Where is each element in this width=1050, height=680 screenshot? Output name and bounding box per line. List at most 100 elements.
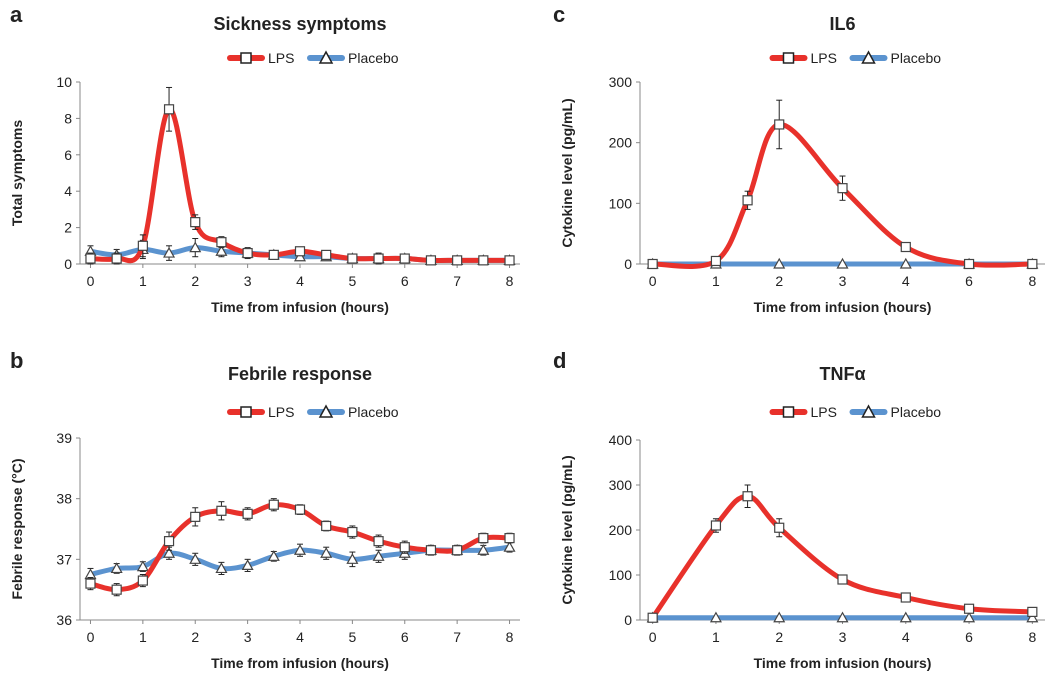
x-tick-label: 0	[87, 629, 95, 645]
legend-item-lps: LPS	[227, 404, 294, 420]
data-point-lps	[710, 255, 722, 267]
data-point-lps	[742, 195, 753, 206]
chart-title: TNFα	[819, 364, 866, 384]
x-tick-label: 8	[1028, 629, 1036, 645]
legend-item-placebo: Placebo	[849, 50, 942, 66]
y-tick-label: 36	[56, 612, 72, 628]
data-point-lps	[137, 240, 148, 251]
chart-svg: 36 37 38 39 0 1 2 3 4 5 6 7 8 Time from infusion (hou…	[9, 404, 520, 671]
y-tick-label: 4	[64, 183, 72, 199]
data-point-placebo	[709, 611, 722, 623]
data-point-lps	[647, 258, 658, 270]
chart-panel-d: d TNFα 0 100 200 300 400 0 1 2 3 4 6 8 Time from infus…	[525, 340, 1050, 680]
legend-item-placebo: Placebo	[849, 404, 942, 420]
data-point-lps	[1027, 258, 1038, 270]
data-point-lps	[452, 255, 463, 266]
legend-marker	[782, 406, 795, 418]
legend-label: LPS	[268, 404, 294, 420]
panel-letter-b: b	[10, 348, 24, 373]
data-point-lps	[963, 258, 975, 270]
data-point-lps	[647, 612, 658, 623]
legend-label: Placebo	[891, 404, 942, 420]
x-tick-label: 2	[191, 629, 199, 645]
data-point-lps	[399, 542, 410, 553]
x-tick-label: 2	[775, 629, 783, 645]
legend-label: LPS	[811, 50, 837, 66]
data-point-placebo	[215, 562, 228, 574]
x-tick-label: 4	[296, 629, 304, 645]
x-tick-label: 5	[348, 273, 356, 289]
data-point-lps	[742, 491, 753, 502]
x-tick-label: 4	[296, 273, 304, 289]
data-point-placebo	[503, 540, 516, 552]
data-point-lps	[268, 249, 279, 260]
y-tick-label: 38	[56, 491, 72, 507]
data-point-placebo	[836, 257, 849, 269]
x-tick-label: 1	[712, 273, 720, 289]
x-tick-label: 2	[191, 273, 199, 289]
data-point-placebo	[899, 257, 912, 269]
x-tick-label: 4	[902, 273, 910, 289]
x-tick-label: 8	[506, 273, 514, 289]
data-point-placebo	[372, 550, 385, 561]
data-point-lps	[111, 584, 122, 595]
y-tick-label: 400	[609, 432, 633, 448]
y-tick-label: 200	[609, 522, 633, 538]
legend-item-placebo: Placebo	[307, 404, 399, 420]
data-point-lps	[163, 536, 175, 547]
data-point-lps	[504, 255, 515, 266]
data-point-lps	[478, 533, 489, 544]
legend-marker	[318, 404, 334, 418]
x-tick-label: 5	[348, 629, 356, 645]
data-point-lps	[242, 247, 253, 259]
data-point-placebo	[773, 611, 786, 623]
x-tick-label: 0	[87, 273, 95, 289]
y-tick-label: 0	[64, 256, 72, 272]
legend-label: Placebo	[348, 404, 399, 420]
x-tick-label: 6	[965, 273, 973, 289]
legend-label: LPS	[268, 50, 294, 66]
data-point-lps	[774, 119, 785, 130]
data-point-lps	[137, 575, 148, 586]
y-tick-label: 200	[609, 135, 633, 151]
y-tick-label: 100	[609, 567, 633, 583]
chart-svg: 0 2 4 6 8 10 0 1 2 3 4 5 6 7 8 Time from infusion (hour…	[9, 50, 520, 315]
data-point-placebo	[1026, 611, 1039, 623]
y-tick-label: 10	[56, 74, 72, 90]
y-tick-label: 8	[64, 110, 72, 126]
y-tick-label: 300	[609, 477, 633, 493]
data-point-lps	[837, 183, 848, 194]
chart-panel-b: b Febrile response 36 37 38 39 0 1 2 3 4 5 6 7 8 Time f…	[0, 340, 525, 680]
legend-label: Placebo	[891, 50, 942, 66]
data-point-placebo	[899, 611, 912, 623]
x-tick-label: 4	[902, 629, 910, 645]
data-point-placebo	[293, 543, 307, 555]
x-tick-label: 1	[139, 629, 147, 645]
legend-item-lps: LPS	[769, 404, 837, 420]
legend-label: LPS	[811, 404, 837, 420]
data-point-lps	[190, 217, 201, 228]
data-point-lps	[242, 508, 253, 519]
series-line-lps	[650, 121, 1035, 269]
data-point-placebo	[963, 611, 976, 623]
data-point-lps	[1027, 606, 1038, 617]
y-axis-label: Cytokine level (pg/mL)	[559, 455, 575, 604]
series-line-lps	[650, 493, 1035, 621]
data-point-lps	[900, 592, 911, 603]
data-point-placebo	[836, 611, 849, 623]
y-tick-label: 37	[56, 551, 72, 567]
data-point-lps	[216, 505, 227, 516]
legend-marker	[861, 404, 876, 418]
data-point-placebo	[163, 246, 176, 258]
x-tick-label: 1	[712, 629, 720, 645]
data-point-placebo	[215, 245, 228, 256]
data-point-lps	[111, 253, 122, 264]
x-tick-label: 2	[775, 273, 783, 289]
data-point-lps	[373, 253, 384, 264]
x-tick-label: 1	[139, 273, 147, 289]
series-line-lps	[87, 106, 513, 264]
legend-item-lps: LPS	[227, 50, 294, 66]
data-point-lps	[294, 246, 306, 257]
y-tick-label: 100	[609, 195, 633, 211]
x-tick-label: 0	[649, 273, 657, 289]
